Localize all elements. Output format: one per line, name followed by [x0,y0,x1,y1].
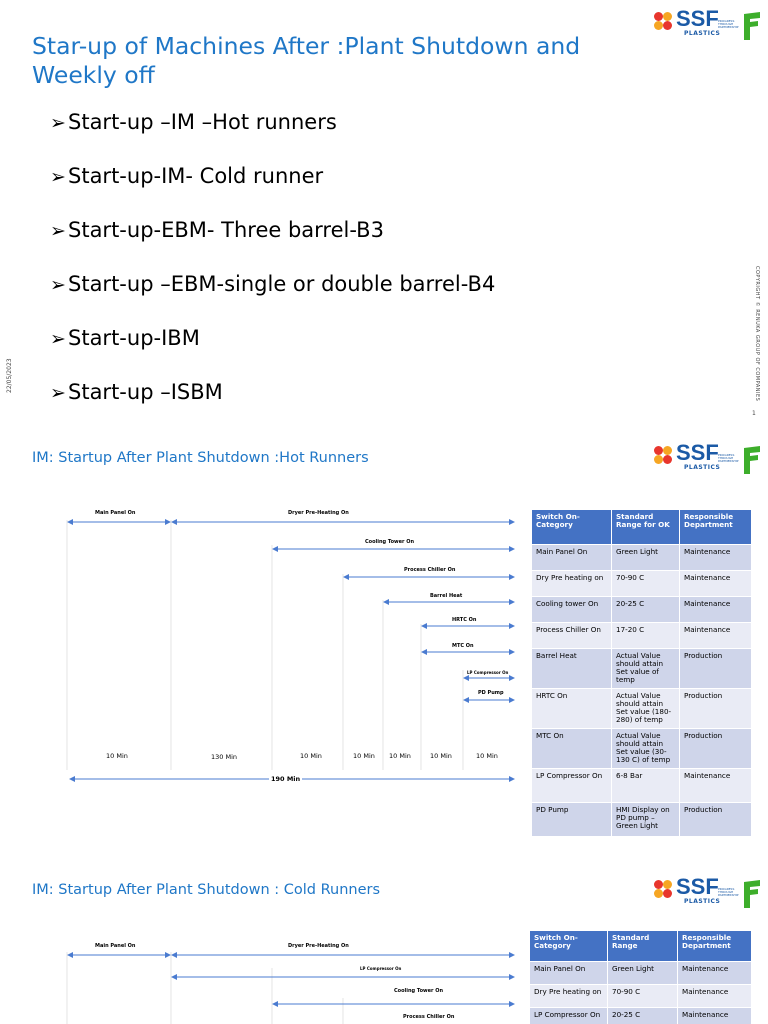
timeline-label: Main Panel On [95,510,136,516]
startup-timeline: Main Panel On Dryer Pre-Heating On LP Co… [60,942,520,1024]
table-row: MTC On Actual Value should attain Set val… [531,728,752,769]
slide-1: SSF PLASTICS PROGRESS THROUGH PARTNERSHI… [0,0,768,430]
bullet-list: ➢Start-up –IM –Hot runners ➢Start-up-IM-… [50,106,495,430]
startup-table: Switch On-Category Standard Range Respon… [529,930,752,1024]
page-number: 1 [752,410,756,417]
timeline-label: Process Chiller On [403,1014,455,1020]
duration-label: 10 Min [476,752,498,760]
arrow-bullet-icon: ➢ [50,166,66,188]
logo-sub: PLASTICS [684,30,721,37]
duration-label: 10 Min [389,752,411,760]
bullet-item: ➢Start-up –ISBM [50,376,495,430]
copyright-notice: COPYRIGHT © RENUKA GROUP OF COMPANIES [754,266,760,402]
arrow-bullet-icon: ➢ [50,382,66,404]
bullet-item: ➢Start-up –IM –Hot runners [50,106,495,160]
bullet-item: ➢Start-up –EBM-single or double barrel-B… [50,268,495,322]
logo-brand: SSF [676,874,719,899]
logo-brand: SSF [676,6,719,31]
table-row: HRTC On Actual Value should attain Set va… [531,688,752,729]
logo-tagline: PROGRESS THROUGH PARTNERSHIP [718,19,739,29]
ssf-logo: SSF PLASTICS PROGRESS THROUGH PARTNERSHI… [654,6,762,46]
timeline-label: Process Chiller On [404,567,456,573]
slide-title: IM: Startup After Plant Shutdown : Cold … [32,882,381,898]
table-row: LP Compressor On 6-8 Bar Maintenance [531,768,752,803]
timeline-label: Dryer Pre-Heating On [288,943,349,949]
duration-label: 130 Min [211,753,238,761]
ssf-logo: SSF PLASTICS PROGRESS THROUGH PARTNERSHI… [654,440,762,480]
table-row: Process Chiller On 17-20 C Maintenance [531,622,752,649]
slide-title: IM: Startup After Plant Shutdown :Hot Ru… [32,450,369,466]
table-row: Main Panel On Green Light Maintenance [531,544,752,571]
bullet-item: ➢Start-up-IBM [50,322,495,376]
logo-flag-icon [744,446,760,474]
arrow-bullet-icon: ➢ [50,328,66,350]
timeline-lines [66,952,515,1024]
timeline-label: MTC On [452,643,474,649]
duration-label: 10 Min [430,752,452,760]
table-row: Dry Pre heating on 70-90 C Maintenance [529,984,752,1008]
column-header: Responsible Department [677,930,752,962]
table-row: Main Panel On Green Light Maintenance [529,961,752,985]
bullet-item: ➢Start-up-EBM- Three barrel-B3 [50,214,495,268]
logo-flag-icon [744,12,760,40]
arrow-bullet-icon: ➢ [50,112,66,134]
arrow-bullet-icon: ➢ [50,274,66,296]
arrow-bullet-icon: ➢ [50,220,66,242]
timeline-label: Cooling Tower On [394,988,444,994]
timeline-lines [66,519,515,782]
startup-table: Switch On-Category Standard Range for OK… [531,509,752,837]
column-header: Switch On-Category [531,509,612,545]
duration-label: 10 Min [106,752,128,760]
logo-sub: PLASTICS [684,898,721,905]
column-header: Standard Range [607,930,678,962]
timeline-label: Cooling Tower On [365,539,415,545]
timeline-label: HRTC On [452,617,477,623]
column-header: Standard Range for OK [611,509,680,545]
total-duration-label: 190 Min [269,775,303,783]
timeline-label: Main Panel On [95,943,136,949]
timeline-label: LP Compressor On [467,670,509,675]
logo-dots [654,880,674,900]
slide-title: Star-up of Machines After :Plant Shutdow… [32,32,581,89]
logo-dots [654,446,674,466]
table-row: LP Compressor On 20-25 C Maintenance [529,1007,752,1024]
startup-timeline: Main Panel On Dryer Pre-Heating On Cooli… [60,510,520,790]
table-row: Dry Pre heating on 70-90 C Maintenance [531,570,752,597]
duration-label: 10 Min [353,752,375,760]
slide-2: SSF PLASTICS PROGRESS THROUGH PARTNERSHI… [0,430,768,870]
logo-dots [654,12,674,32]
timeline-label: PD Pump [478,690,504,696]
column-header: Responsible Department [679,509,752,545]
logo-sub: PLASTICS [684,464,721,471]
logo-brand: SSF [676,440,719,465]
table-header-row: Switch On-Category Standard Range Respon… [529,930,752,962]
logo-tagline: PROGRESS THROUGH PARTNERSHIP [718,453,739,463]
slide-3: SSF PLASTICS PROGRESS THROUGH PARTNERSHI… [0,870,768,1024]
timeline-label: Barrel Heat [430,593,463,599]
table-header-row: Switch On-Category Standard Range for OK… [531,509,752,545]
timeline-label: Dryer Pre-Heating On [288,510,349,516]
table-row: Cooling tower On 20-25 C Maintenance [531,596,752,623]
timeline-label: LP Compressor On [360,966,402,971]
ssf-logo: SSF PLASTICS PROGRESS THROUGH PARTNERSHI… [654,874,762,914]
logo-tagline: PROGRESS THROUGH PARTNERSHIP [718,887,739,897]
table-row: Barrel Heat Actual Value should attain Se… [531,648,752,689]
bullet-item: ➢Start-up-IM- Cold runner [50,160,495,214]
logo-flag-icon [744,880,760,908]
column-header: Switch On-Category [529,930,608,962]
slide-date: 22/05/2023 [6,358,13,393]
duration-label: 10 Min [300,752,322,760]
table-row: PD Pump HMI Display on PD pump –Green Lig… [531,802,752,837]
